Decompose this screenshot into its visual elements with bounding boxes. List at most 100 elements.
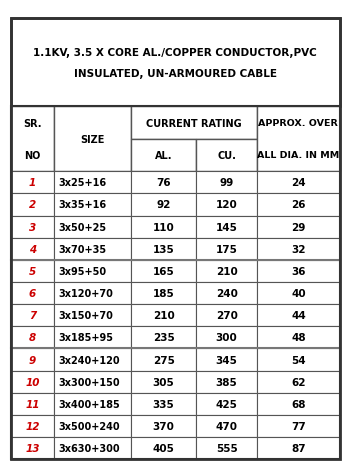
Bar bbox=[10, 437, 54, 459]
Text: 335: 335 bbox=[153, 399, 175, 409]
Bar bbox=[131, 139, 196, 172]
Bar bbox=[196, 172, 257, 194]
Text: 3x120+70: 3x120+70 bbox=[58, 288, 113, 298]
Text: 40: 40 bbox=[291, 288, 306, 298]
Bar bbox=[131, 172, 196, 194]
Text: 135: 135 bbox=[153, 244, 175, 254]
Bar bbox=[54, 216, 131, 238]
Text: 165: 165 bbox=[153, 267, 175, 277]
Bar bbox=[257, 172, 340, 194]
Bar bbox=[257, 260, 340, 282]
Bar bbox=[257, 238, 340, 260]
Text: 12: 12 bbox=[25, 421, 40, 431]
Bar bbox=[257, 305, 340, 327]
Bar bbox=[54, 415, 131, 437]
Bar bbox=[10, 238, 54, 260]
Text: 3x300+150: 3x300+150 bbox=[58, 377, 120, 387]
Bar bbox=[196, 393, 257, 415]
Text: 240: 240 bbox=[216, 288, 238, 298]
Bar bbox=[196, 415, 257, 437]
Text: 3x400+185: 3x400+185 bbox=[58, 399, 120, 409]
Text: 110: 110 bbox=[153, 222, 175, 232]
Text: AL.: AL. bbox=[155, 151, 172, 160]
Text: 405: 405 bbox=[153, 443, 175, 453]
Bar bbox=[131, 260, 196, 282]
Bar bbox=[257, 349, 340, 371]
Text: SIZE: SIZE bbox=[80, 135, 105, 144]
Bar bbox=[131, 194, 196, 216]
Bar bbox=[10, 415, 54, 437]
Text: 210: 210 bbox=[216, 267, 238, 277]
Text: 210: 210 bbox=[153, 311, 175, 320]
Bar bbox=[196, 139, 257, 172]
Text: 145: 145 bbox=[216, 222, 238, 232]
Bar bbox=[196, 282, 257, 305]
Text: 3x150+70: 3x150+70 bbox=[58, 311, 113, 320]
Bar bbox=[131, 349, 196, 371]
Text: 300: 300 bbox=[216, 333, 238, 343]
Bar bbox=[10, 107, 54, 172]
Text: 3x70+35: 3x70+35 bbox=[58, 244, 106, 254]
Bar bbox=[10, 282, 54, 305]
Bar bbox=[257, 437, 340, 459]
Text: 99: 99 bbox=[219, 178, 234, 188]
Bar bbox=[54, 282, 131, 305]
Text: 3x25+16: 3x25+16 bbox=[58, 178, 106, 188]
Bar bbox=[131, 393, 196, 415]
Bar bbox=[54, 107, 131, 172]
Text: 2: 2 bbox=[29, 200, 36, 210]
Text: 8: 8 bbox=[29, 333, 36, 343]
Text: 345: 345 bbox=[216, 355, 238, 365]
Text: 13: 13 bbox=[25, 443, 40, 453]
Text: 54: 54 bbox=[291, 355, 306, 365]
Text: 470: 470 bbox=[216, 421, 238, 431]
Bar bbox=[54, 437, 131, 459]
Text: 26: 26 bbox=[291, 200, 306, 210]
Bar bbox=[54, 371, 131, 393]
Text: 3: 3 bbox=[29, 222, 36, 232]
Bar bbox=[131, 216, 196, 238]
Text: 385: 385 bbox=[216, 377, 238, 387]
Text: INSULATED, UN-ARMOURED CABLE: INSULATED, UN-ARMOURED CABLE bbox=[74, 69, 276, 79]
Bar bbox=[196, 305, 257, 327]
Bar bbox=[196, 371, 257, 393]
Bar bbox=[196, 349, 257, 371]
Text: 3x500+240: 3x500+240 bbox=[58, 421, 120, 431]
Bar bbox=[257, 415, 340, 437]
Text: 270: 270 bbox=[216, 311, 238, 320]
Text: 3x50+25: 3x50+25 bbox=[58, 222, 106, 232]
Text: 3x240+120: 3x240+120 bbox=[58, 355, 120, 365]
Bar bbox=[10, 260, 54, 282]
Bar bbox=[257, 282, 340, 305]
Text: 3x95+50: 3x95+50 bbox=[58, 267, 106, 277]
Text: 10: 10 bbox=[25, 377, 40, 387]
Bar bbox=[196, 194, 257, 216]
Text: 62: 62 bbox=[291, 377, 306, 387]
Text: 5: 5 bbox=[29, 267, 36, 277]
Bar bbox=[257, 371, 340, 393]
Text: CURRENT RATING: CURRENT RATING bbox=[146, 119, 242, 128]
Bar bbox=[131, 327, 196, 349]
Bar bbox=[131, 437, 196, 459]
Text: 77: 77 bbox=[291, 421, 306, 431]
Text: 235: 235 bbox=[153, 333, 175, 343]
Bar bbox=[10, 107, 340, 459]
Text: 275: 275 bbox=[153, 355, 175, 365]
Bar bbox=[54, 172, 131, 194]
Bar bbox=[196, 260, 257, 282]
Text: 36: 36 bbox=[291, 267, 306, 277]
Bar bbox=[10, 349, 54, 371]
Bar bbox=[257, 107, 340, 172]
Text: 9: 9 bbox=[29, 355, 36, 365]
Bar bbox=[131, 371, 196, 393]
Text: 6: 6 bbox=[29, 288, 36, 298]
Bar bbox=[54, 349, 131, 371]
Text: 32: 32 bbox=[291, 244, 306, 254]
Bar bbox=[10, 216, 54, 238]
Bar bbox=[10, 327, 54, 349]
Text: 3x35+16: 3x35+16 bbox=[58, 200, 106, 210]
Bar bbox=[196, 327, 257, 349]
Bar bbox=[54, 238, 131, 260]
Bar bbox=[54, 327, 131, 349]
Text: 48: 48 bbox=[291, 333, 306, 343]
